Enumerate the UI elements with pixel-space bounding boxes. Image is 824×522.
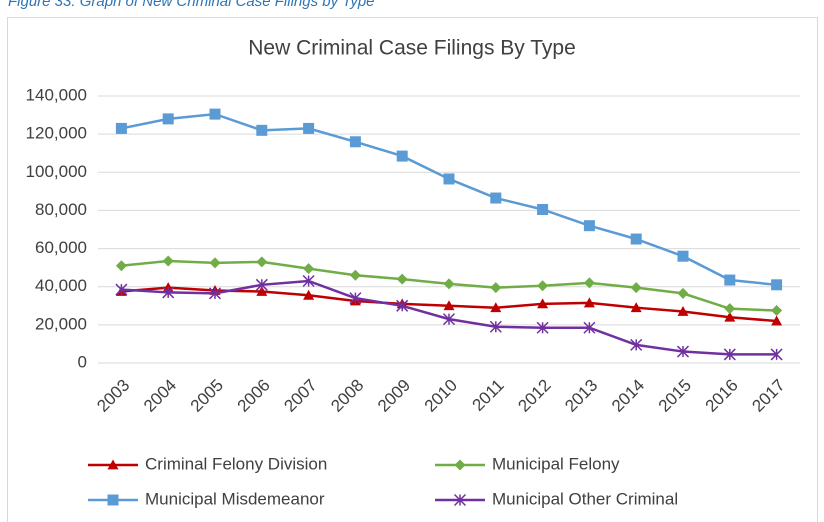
x-tick-label: 2013 bbox=[561, 376, 601, 416]
x-tick-label: 2007 bbox=[280, 376, 320, 416]
marker bbox=[537, 280, 549, 292]
marker bbox=[490, 192, 502, 204]
marker bbox=[256, 256, 268, 268]
marker bbox=[770, 348, 783, 361]
marker bbox=[583, 220, 595, 232]
marker bbox=[630, 302, 642, 313]
marker bbox=[536, 321, 549, 334]
marker bbox=[115, 260, 127, 272]
marker bbox=[396, 299, 409, 312]
marker bbox=[583, 297, 595, 308]
marker bbox=[442, 313, 456, 326]
x-tick-label: 2005 bbox=[187, 376, 227, 416]
marker bbox=[630, 282, 642, 294]
chart-border bbox=[7, 17, 818, 522]
x-tick-label: 2008 bbox=[327, 376, 367, 416]
y-tick-label: 120,000 bbox=[26, 124, 87, 143]
x-tick-label: 2009 bbox=[374, 376, 414, 416]
x-tick-label: 2015 bbox=[655, 376, 695, 416]
marker bbox=[724, 311, 736, 322]
y-tick-label: 140,000 bbox=[26, 85, 87, 104]
legend-label: Criminal Felony Division bbox=[145, 454, 327, 473]
marker bbox=[303, 122, 315, 134]
x-tick-label: 2003 bbox=[93, 376, 133, 416]
marker bbox=[396, 150, 408, 162]
marker bbox=[771, 315, 783, 326]
y-tick-label: 40,000 bbox=[35, 276, 87, 295]
figure-caption: Figure 33: Graph of New Criminal Case Fi… bbox=[8, 0, 375, 10]
y-tick-label: 80,000 bbox=[35, 200, 87, 219]
x-tick-label: 2010 bbox=[421, 376, 461, 416]
marker bbox=[490, 302, 502, 313]
marker bbox=[537, 298, 549, 309]
marker bbox=[255, 278, 268, 291]
marker bbox=[771, 305, 783, 317]
marker bbox=[723, 348, 736, 361]
marker bbox=[724, 303, 736, 315]
marker bbox=[443, 300, 455, 311]
x-tick-label: 2012 bbox=[514, 376, 554, 416]
x-tick-label: 2006 bbox=[234, 376, 274, 416]
y-tick-label: 100,000 bbox=[26, 162, 87, 181]
marker bbox=[583, 321, 596, 334]
legend-label: Municipal Felony bbox=[492, 454, 620, 473]
marker bbox=[209, 257, 221, 269]
marker bbox=[676, 345, 690, 358]
marker bbox=[771, 279, 783, 291]
y-tick-label: 0 bbox=[78, 352, 87, 371]
marker bbox=[677, 250, 689, 262]
marker bbox=[256, 285, 268, 296]
marker bbox=[209, 108, 221, 120]
marker bbox=[630, 338, 643, 351]
x-tick-label: 2016 bbox=[702, 376, 742, 416]
marker bbox=[443, 278, 455, 290]
marker bbox=[583, 277, 595, 289]
marker bbox=[454, 459, 466, 471]
marker bbox=[208, 287, 222, 300]
marker bbox=[349, 269, 361, 281]
marker bbox=[162, 286, 175, 299]
y-tick-label: 20,000 bbox=[35, 314, 87, 333]
marker bbox=[303, 289, 315, 300]
marker bbox=[162, 113, 174, 125]
marker bbox=[256, 124, 268, 136]
x-tick-label: 2014 bbox=[608, 376, 648, 416]
marker bbox=[107, 494, 119, 506]
x-tick-label: 2004 bbox=[140, 376, 180, 416]
marker bbox=[303, 263, 315, 275]
marker bbox=[349, 292, 362, 305]
marker bbox=[107, 459, 119, 470]
marker bbox=[724, 274, 736, 286]
legend-label: Municipal Misdemeanor bbox=[145, 489, 325, 508]
marker bbox=[489, 320, 502, 333]
marker bbox=[115, 122, 127, 134]
x-tick-label: 2017 bbox=[748, 376, 788, 416]
marker bbox=[630, 233, 642, 245]
marker bbox=[453, 493, 467, 507]
legend-label: Municipal Other Criminal bbox=[492, 489, 678, 508]
marker bbox=[115, 283, 128, 296]
marker bbox=[677, 287, 689, 299]
marker bbox=[443, 173, 455, 185]
marker bbox=[396, 273, 408, 285]
chart-title: New Criminal Case Filings By Type bbox=[248, 37, 576, 60]
marker bbox=[302, 274, 315, 288]
x-tick-label: 2011 bbox=[469, 376, 508, 415]
marker bbox=[162, 255, 174, 267]
marker bbox=[537, 203, 549, 215]
y-tick-label: 60,000 bbox=[35, 238, 87, 257]
marker bbox=[349, 136, 361, 148]
marker bbox=[677, 306, 689, 316]
marker bbox=[490, 282, 502, 294]
